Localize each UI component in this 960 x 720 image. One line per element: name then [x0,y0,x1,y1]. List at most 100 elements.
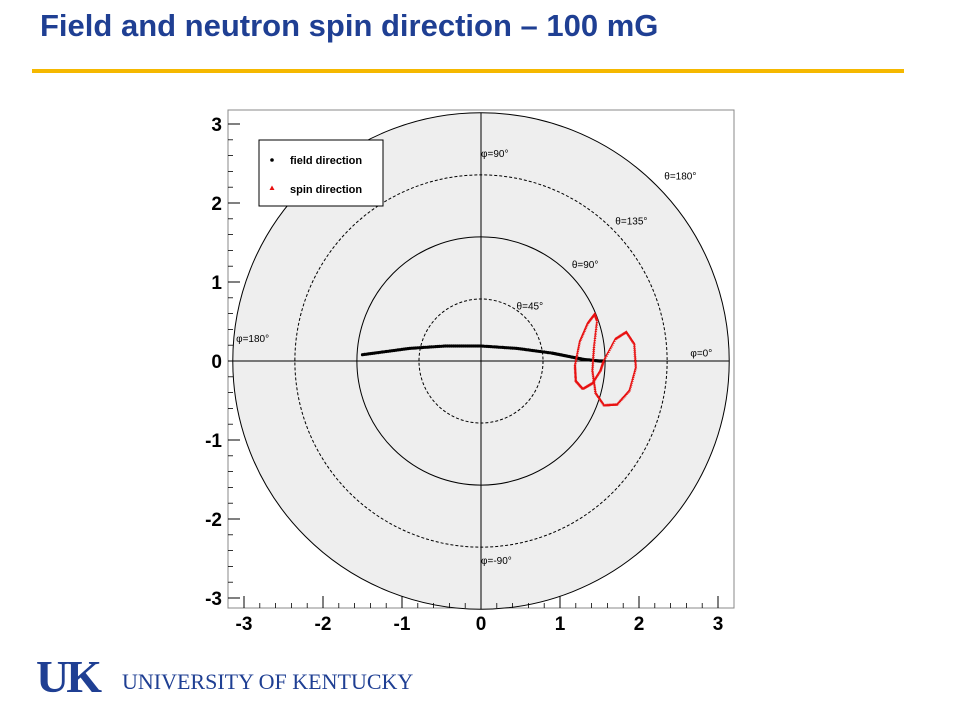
university-name: UNIVERSITY OF KENTUCKY [122,669,414,694]
legend-spin-label: spin direction [290,184,362,196]
y-tick-label: 2 [211,194,222,215]
spin-direction-point [595,322,599,326]
spin-direction-point [633,355,637,359]
title-underline [32,69,904,73]
y-tick-label: 0 [211,352,222,373]
y-tick-label: 1 [211,273,222,294]
theta-ring-label: θ=90° [572,260,599,271]
y-tick-label: -1 [205,431,222,452]
spin-direction-point [631,375,635,379]
spin-direction-point [633,349,637,353]
spin-direction-point [577,345,581,349]
spin-direction-point [593,336,597,339]
spin-direction-point [601,360,605,363]
spin-direction-point [633,346,636,349]
spin-direction-point [594,329,598,333]
spin-direction-point [593,383,596,387]
spin-direction-point [631,377,635,380]
spin-direction-point [577,343,581,347]
spin-direction-point [573,369,577,373]
x-tick-label: 3 [713,614,724,635]
spin-direction-point [630,379,634,382]
spin-direction-point [607,348,611,352]
spin-direction-point [592,347,596,350]
spin-direction-point [593,385,597,389]
x-tick-label: -1 [394,614,411,635]
x-tick-label: 0 [476,614,487,635]
spin-direction-point [591,359,595,362]
spin-direction-point [595,320,599,324]
spin-direction-point [634,363,638,367]
spin-direction-point [634,361,638,365]
spin-direction-point [593,387,597,391]
spin-direction-point [591,366,594,370]
spin-direction-point [573,361,577,365]
spin-direction-point [593,334,597,337]
spin-direction-point [575,355,579,359]
spin-direction-point [573,363,577,367]
spin-direction-point [591,353,595,356]
spin-direction-point [633,359,637,363]
spin-direction-point [592,345,596,348]
phi-label: φ=90° [481,149,508,160]
slide-title: Field and neutron spin direction – 100 m… [40,8,659,43]
spin-direction-point [633,357,637,361]
spin-direction-point [574,375,578,378]
spin-direction-point [602,357,606,361]
spin-direction-point [591,374,595,378]
spin-direction-point [573,367,577,371]
x-tick-label: -2 [315,614,332,635]
spin-direction-point [593,389,597,392]
x-tick-label: 2 [634,614,645,635]
legend: field direction spin direction [258,139,384,207]
spin-direction-point [594,331,597,335]
y-tick-label: -2 [205,510,222,531]
spin-direction-point [604,353,608,357]
spin-direction-point [606,350,610,353]
spin-direction-point [633,353,637,357]
spin-direction-point [574,359,578,363]
spin-direction-point [591,372,595,376]
spin-direction-point [592,351,596,354]
phi-label: φ=0° [690,348,712,359]
spin-direction-point [609,344,613,348]
phi-label: φ=-90° [481,556,512,567]
spin-direction-point [633,369,637,373]
spin-direction-point [594,391,597,394]
spin-direction-point [632,342,636,345]
spin-direction-point [612,339,616,342]
spin-direction-point [629,384,633,388]
spin-direction-point [594,327,598,331]
spin-direction-point [591,361,595,364]
spin-direction-point [576,347,580,351]
spin-direction-point [634,365,638,369]
legend-spin-marker [269,185,275,190]
spin-direction-point [591,355,595,358]
spin-direction-point [576,349,580,353]
legend-box [258,139,384,207]
spin-direction-point [593,340,596,344]
spin-direction-point [632,373,636,377]
theta-ring-label: θ=45° [517,302,544,313]
spin-direction-point [591,357,595,360]
spin-direction-point [575,353,579,357]
spin-direction-point [593,338,597,342]
spin-direction-point [630,381,634,384]
theta-ring-label: θ=180° [664,171,696,182]
spin-direction-point [633,367,637,371]
legend-field-label: field direction [290,155,362,167]
spin-direction-point [632,344,636,347]
spin-direction-point [573,366,577,369]
spin-direction-point [592,342,596,346]
spin-direction-point [633,351,637,355]
phi-label: φ=180° [236,334,269,345]
spin-direction-point [592,349,596,352]
spin-direction-point [591,363,595,366]
spin-direction-point [591,370,595,374]
spin-direction-point [577,341,581,345]
spin-direction-point [594,325,598,328]
spin-direction-point [629,382,633,386]
spin-direction-point [610,342,614,346]
spin-direction-point [575,351,579,355]
